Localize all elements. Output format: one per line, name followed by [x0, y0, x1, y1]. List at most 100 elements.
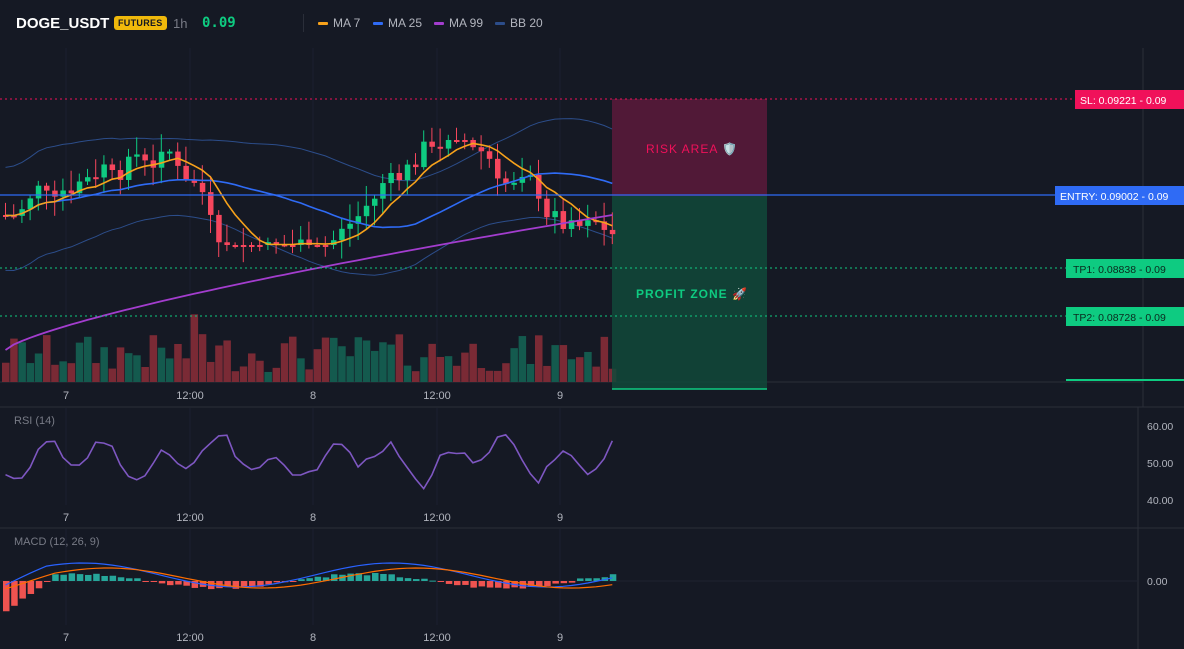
risk-area-box[interactable]: [612, 99, 767, 196]
volume-bar: [59, 361, 67, 382]
candle-body: [519, 176, 526, 183]
candle-body: [339, 228, 345, 241]
candle-body: [60, 190, 66, 197]
volume-bar: [92, 363, 100, 382]
macd-signal-line: [5, 567, 613, 590]
macd-histogram-bar: [134, 578, 141, 581]
sl-tag[interactable]: SL: 0.09221 - 0.09: [1075, 90, 1184, 109]
legend-ma99[interactable]: MA 99: [434, 16, 483, 30]
entry-tag[interactable]: ENTRY: 0.09002 - 0.09: [1055, 186, 1184, 205]
time-axis-label: 12:00: [176, 512, 204, 524]
volume-bar: [321, 337, 330, 382]
macd-histogram-bar: [265, 581, 272, 585]
volume-bar: [453, 365, 461, 382]
candle-body: [298, 239, 304, 245]
candle-body: [609, 229, 616, 235]
volume-bar: [313, 349, 322, 382]
macd-histogram-bar: [191, 581, 199, 588]
macd-histogram-bar: [11, 581, 18, 606]
tp1-tag[interactable]: TP1: 0.08838 - 0.09: [1066, 259, 1184, 278]
macd-histogram-bar: [396, 577, 404, 581]
candle-body: [52, 190, 58, 197]
volume-bar: [174, 343, 182, 382]
candle-body: [68, 190, 75, 194]
volume-bar: [387, 344, 395, 382]
ma99-swatch: [434, 21, 444, 25]
volume-bar: [469, 343, 477, 382]
tp2-tag[interactable]: TP2: 0.08728 - 0.09: [1066, 307, 1184, 326]
volume-bar: [182, 358, 190, 382]
candle-body: [437, 146, 444, 149]
candle-body: [388, 172, 394, 184]
volume-bar: [100, 347, 108, 382]
macd-histogram-bar: [117, 577, 125, 581]
macd-histogram-bar: [503, 581, 510, 589]
macd-histogram-bar: [355, 573, 363, 581]
legend-ma25[interactable]: MA 25: [373, 16, 422, 30]
volume-bar: [305, 369, 313, 382]
volume-bar: [362, 340, 371, 382]
tp1-tag-label: TP1: 0.08838 - 0.09: [1073, 264, 1166, 276]
volume-bar: [485, 370, 494, 382]
symbol-name[interactable]: DOGE_USDT: [16, 15, 110, 32]
volume-bar: [510, 348, 518, 382]
header-divider: [303, 14, 304, 32]
profit-zone-box[interactable]: [612, 196, 767, 389]
volume-bar: [116, 347, 125, 382]
candle-body: [191, 179, 198, 183]
volume-bar: [543, 365, 551, 382]
macd-histogram-bar: [609, 574, 617, 581]
timeframe-selector[interactable]: 1h: [173, 16, 188, 31]
macd-histogram-bar: [445, 581, 453, 584]
trade-zones: RISK AREA 🛡️ PROFIT ZONE 🚀: [612, 99, 767, 390]
legend-bb20[interactable]: BB 20: [495, 16, 543, 30]
volume-bar: [166, 358, 174, 382]
macd-histogram-bar: [470, 581, 477, 588]
candle-body: [355, 216, 362, 224]
macd-line: [5, 562, 613, 588]
candle-body: [232, 245, 239, 247]
candle-body: [413, 164, 419, 168]
macd-histogram-bar: [314, 576, 322, 581]
candle-body: [134, 154, 140, 157]
volume-bar: [141, 366, 149, 382]
candle-body: [306, 239, 312, 245]
ma99-line: [5, 214, 613, 351]
candle-body: [101, 164, 107, 178]
volume-bar: [518, 336, 527, 382]
macd-scale-tick: 0.00: [1147, 576, 1168, 588]
time-axis-label: 8: [310, 390, 316, 402]
macd-histogram-bar: [150, 581, 158, 582]
volume-bar: [346, 356, 354, 382]
volume-bar: [2, 362, 10, 382]
candle-body: [216, 214, 222, 243]
macd-histogram-bar: [331, 574, 338, 581]
candle-body: [421, 141, 427, 168]
candle-body: [495, 158, 501, 179]
candle-body: [503, 178, 509, 184]
volume-bar: [75, 342, 84, 382]
time-axis-label: 9: [557, 512, 563, 524]
candle-body: [93, 177, 99, 180]
time-axis-label: 9: [557, 632, 563, 644]
risk-area-label: RISK AREA 🛡️: [646, 142, 738, 156]
candle-body: [76, 181, 83, 194]
candle-body: [577, 220, 583, 226]
candle-body: [445, 140, 452, 149]
candle-body: [331, 240, 337, 245]
macd-histogram-bar: [142, 581, 149, 582]
time-axis-label: 8: [310, 632, 316, 644]
legend-ma7[interactable]: MA 7: [318, 16, 360, 30]
macd-histogram-bar: [167, 581, 174, 586]
volume-bar: [264, 371, 272, 382]
macd-histogram-bar: [322, 577, 330, 581]
time-axis-label: 12:00: [423, 632, 451, 644]
candle-body: [109, 164, 116, 171]
macd-label: MACD (12, 26, 9): [14, 536, 100, 548]
volume-bar: [444, 356, 453, 382]
candle-body: [372, 198, 378, 206]
candle-body: [183, 165, 189, 180]
ma7-swatch: [318, 21, 328, 25]
volume-bar: [190, 314, 199, 382]
